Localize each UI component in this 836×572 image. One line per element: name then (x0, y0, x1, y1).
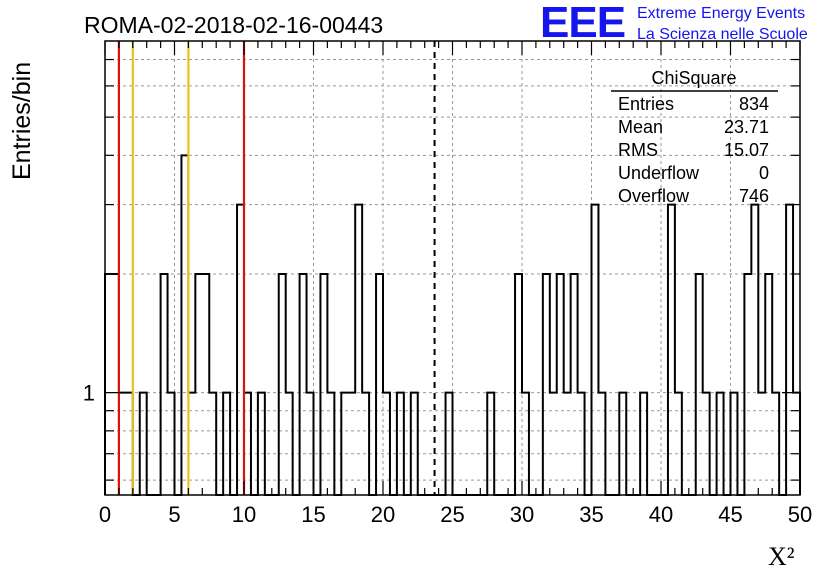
x-tick-label: 5 (168, 502, 180, 527)
histogram-bin (564, 393, 571, 495)
histogram-bin (640, 393, 647, 495)
eee-logo: EEE Extreme Energy Events La Scienza nel… (540, 0, 836, 47)
x-tick-label: 0 (99, 502, 111, 527)
histogram-bin (619, 393, 626, 495)
x-tick-label: 30 (510, 502, 534, 527)
chart-title: ROMA-02-2018-02-16-00443 (84, 12, 383, 38)
stats-label: Entries (618, 94, 674, 114)
histogram-bin (140, 393, 147, 495)
histogram-bin (348, 393, 355, 495)
histogram-bin (286, 393, 293, 495)
histogram-bin (376, 274, 383, 495)
histogram-bin (571, 274, 578, 495)
stats-title: ChiSquare (651, 68, 736, 88)
x-tick-label: 40 (649, 502, 673, 527)
histogram-bin (744, 274, 751, 495)
stats-label: Underflow (618, 163, 700, 183)
eee-logo-mark: EEE (540, 0, 626, 47)
histogram-bin (258, 393, 265, 495)
x-axis-label: X² (768, 542, 795, 571)
histogram-bin (765, 274, 772, 495)
histogram-bin (515, 274, 522, 495)
histogram-bin (446, 393, 453, 495)
stats-label: Overflow (618, 186, 690, 206)
histogram-bin (355, 205, 362, 495)
y-tick-label: 1 (83, 381, 95, 406)
histogram-bin (105, 274, 112, 495)
histogram-bin (758, 393, 765, 495)
histogram-bin (731, 393, 738, 495)
x-tick-label: 10 (232, 502, 256, 527)
histogram-bin (487, 393, 494, 495)
eee-logo-line1: Extreme Energy Events (637, 5, 806, 22)
y-axis-label: Entries/bin (8, 62, 36, 180)
histogram-bin (703, 393, 710, 495)
histogram-bin (675, 393, 682, 495)
histogram-bin (168, 393, 175, 495)
x-tick-label: 35 (579, 502, 603, 527)
marker-lines-layer (117, 41, 436, 495)
histogram-bin (327, 393, 334, 495)
stats-value: 23.71 (724, 117, 769, 137)
eee-logo-line2: La Scienza nelle Scuole (637, 26, 808, 43)
x-tick-label: 25 (440, 502, 464, 527)
histogram-bin (300, 274, 307, 495)
stats-box: ChiSquare Entries 834 Mean 23.71 RMS 15.07 Und… (611, 68, 778, 206)
histogram-bin (161, 274, 168, 495)
histogram-bin (550, 393, 557, 495)
stats-label: Mean (618, 117, 663, 137)
histogram-bin (578, 393, 585, 495)
histogram-bin (307, 393, 314, 495)
histogram-bin (320, 274, 327, 495)
histogram-bin (209, 393, 216, 495)
histogram-bin (717, 393, 724, 495)
histogram-bin (383, 393, 390, 495)
histogram-bin (522, 393, 529, 495)
stats-rows: Entries 834 Mean 23.71 RMS 15.07 Underflow 0 Ove… (618, 94, 769, 206)
histogram-bin (195, 274, 202, 495)
histogram-bin (223, 393, 230, 495)
stats-value: 0 (759, 163, 769, 183)
histogram-bin (279, 274, 286, 495)
histogram-bin (411, 393, 418, 495)
histogram-bin (341, 393, 348, 495)
histogram-bin (362, 393, 369, 495)
stats-value: 834 (739, 94, 769, 114)
axis-layer: 0 5 10 15 20 25 30 35 40 45 50 1 (83, 41, 812, 527)
x-tick-label: 45 (718, 502, 742, 527)
stats-label: RMS (618, 140, 658, 160)
stats-value: 15.07 (724, 140, 769, 160)
x-tick-label: 20 (371, 502, 395, 527)
histogram-bin (592, 205, 599, 495)
histogram-bin (397, 393, 404, 495)
histogram-bin (786, 205, 793, 495)
x-tick-label: 15 (301, 502, 325, 527)
histogram-bin (668, 205, 675, 495)
histogram-bin (202, 274, 209, 495)
histogram-bin (751, 205, 758, 495)
x-tick-label: 50 (788, 502, 812, 527)
stats-value: 746 (739, 186, 769, 206)
histogram-bin (543, 274, 550, 495)
histogram-bin (598, 393, 605, 495)
histogram-bin (696, 274, 703, 495)
histogram-bin (772, 393, 779, 495)
histogram-bin (557, 274, 564, 495)
